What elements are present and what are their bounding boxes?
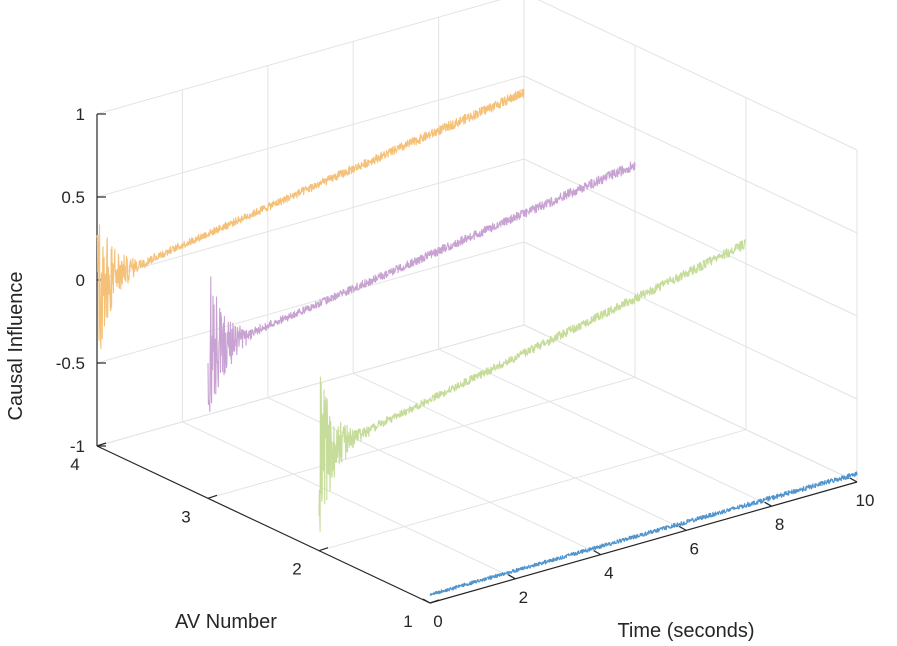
x-axis-line (429, 481, 858, 604)
back-wall-grid-line (96, 158, 525, 281)
y-tick-label: 4 (70, 455, 79, 474)
axes-box (96, 113, 858, 604)
x-tick-label: 6 (689, 539, 698, 558)
x-tick-mark (422, 598, 431, 604)
x-tick-mark (764, 501, 772, 507)
y-tick-mark (429, 599, 440, 604)
series-line-av-2 (318, 239, 747, 532)
back-wall-grid-line (96, 0, 502, 115)
x-tick-mark (508, 574, 516, 580)
floor-grid-line (318, 429, 747, 552)
floor-grid-line (267, 397, 602, 556)
side-wall-grid-line (523, 324, 858, 483)
x-tick-mark (678, 525, 687, 531)
z-tick-label: 1 (76, 105, 85, 124)
back-wall-grid-line (96, 324, 525, 447)
x-tick-label: 4 (604, 564, 613, 583)
y-axis-label: AV Number (175, 611, 277, 633)
side-wall-grid-line (523, 158, 858, 317)
y-tick-mark (318, 547, 329, 552)
y-tick-mark (207, 494, 218, 499)
side-wall-grid-line (523, 75, 858, 234)
z-tick-label: 0.5 (61, 188, 85, 207)
y-tick-label: 2 (292, 560, 301, 579)
x-tick-label: 2 (519, 588, 528, 607)
x-tick-label: 8 (775, 515, 784, 534)
y-tick-label: 1 (403, 612, 412, 631)
z-tick-label: -0.5 (56, 354, 85, 373)
z-tick-label: 0 (76, 271, 85, 290)
y-axis-line (96, 445, 431, 604)
back-wall-grid-line (96, 75, 525, 198)
x-tick-mark (849, 477, 858, 483)
x-tick-label: 0 (433, 612, 442, 631)
series-line-av-1 (429, 471, 858, 596)
x-tick-mark (593, 550, 602, 556)
floor-grid-line (182, 421, 516, 580)
z-tick-label: -1 (70, 437, 85, 456)
back-wall-grid-line (96, 241, 525, 364)
series-group (96, 88, 858, 596)
x-axis-label: Time (seconds) (617, 620, 754, 642)
grid-lines (96, 0, 858, 604)
floor-grid-line (438, 348, 772, 507)
series-line-av-3 (207, 161, 636, 413)
side-wall-grid-line (537, 0, 858, 151)
z-axis-label: Causal Influence (5, 272, 27, 421)
floor-grid-line (352, 372, 687, 531)
y-tick-label: 3 (181, 507, 190, 526)
series-line-av-4 (96, 88, 525, 350)
side-wall-grid-line (523, 241, 858, 400)
floor-grid-line (207, 376, 636, 499)
x-tick-label: 10 (856, 491, 875, 510)
